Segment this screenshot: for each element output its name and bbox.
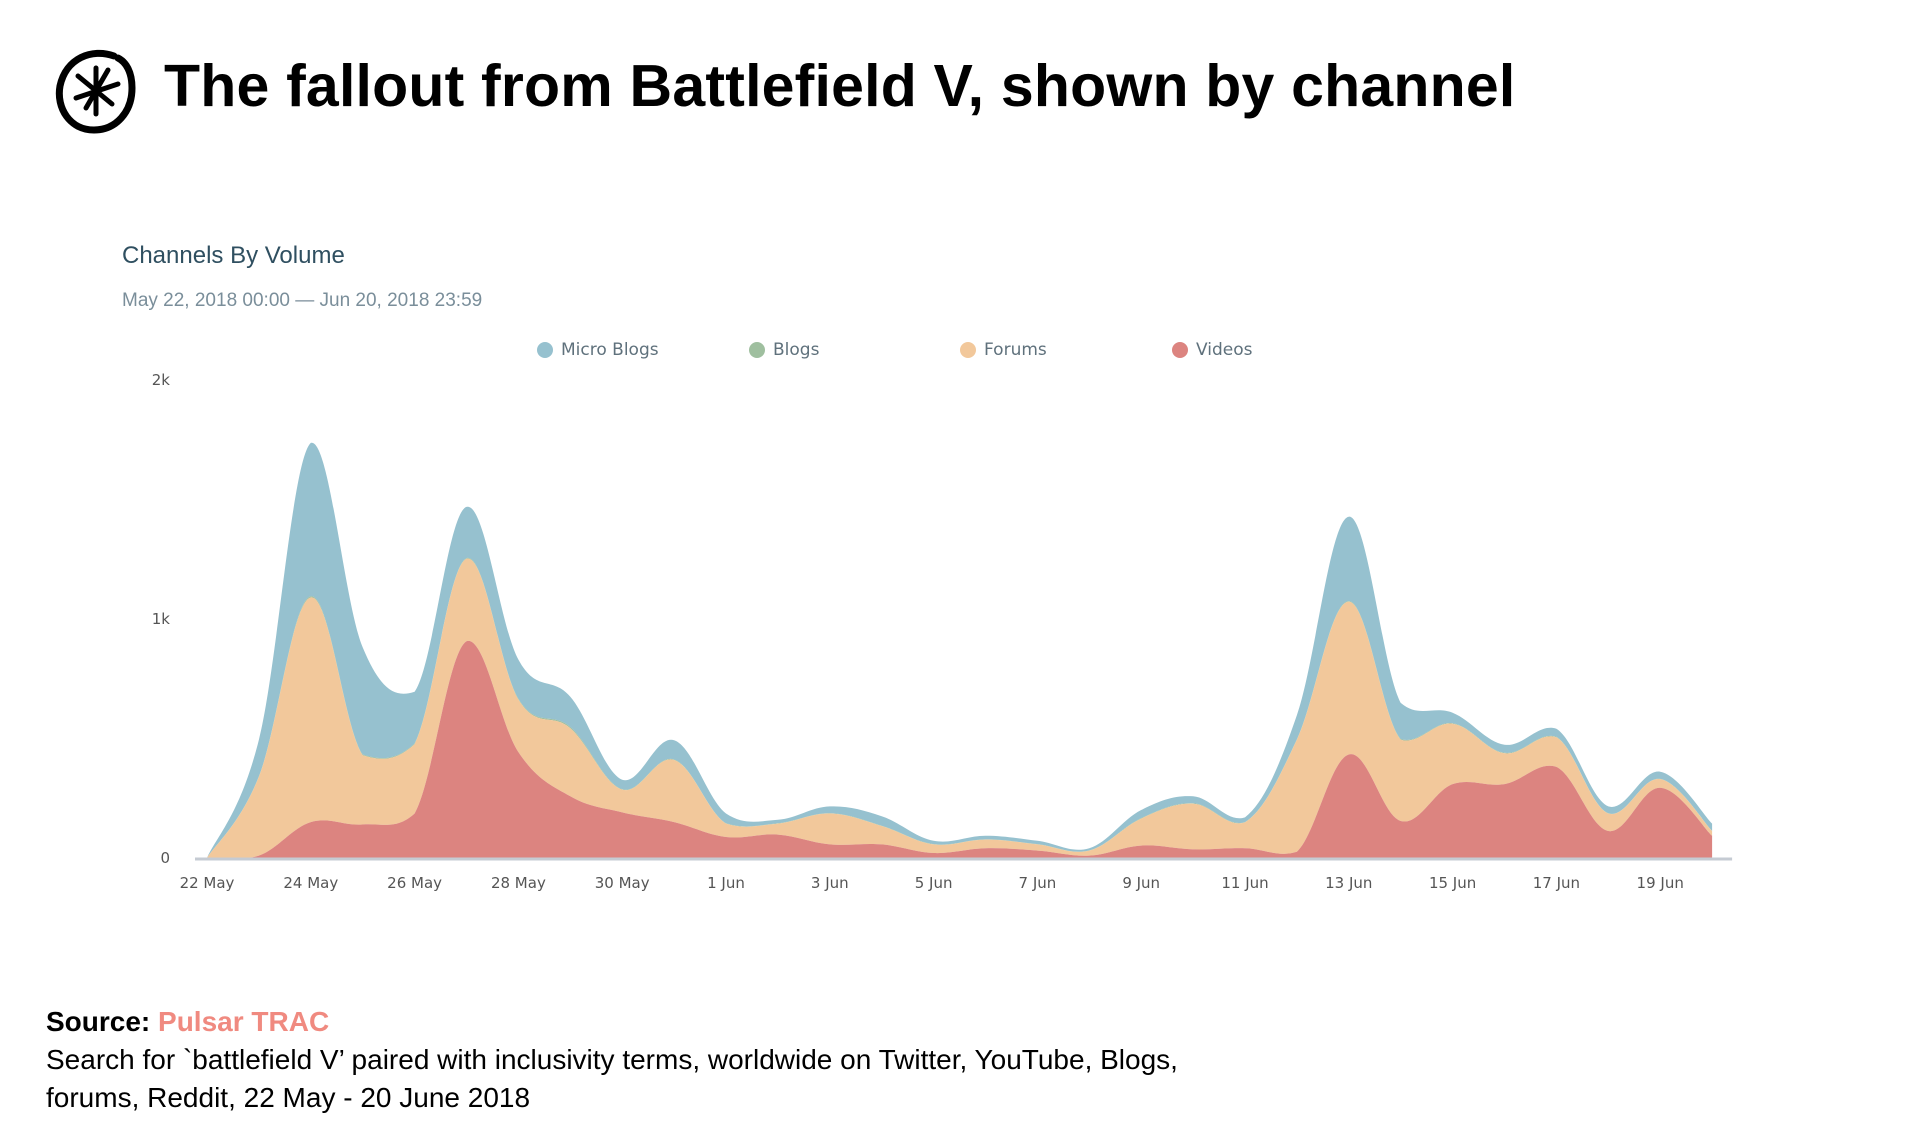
page-title: The fallout from Battlefield V, shown by…: [164, 53, 1516, 119]
x-tick-label: 30 May: [595, 874, 650, 892]
source-link[interactable]: Pulsar TRAC: [158, 1006, 330, 1037]
x-tick-label: 17 Jun: [1533, 874, 1580, 892]
x-tick-label: 5 Jun: [915, 874, 953, 892]
legend-label: Forums: [984, 340, 1047, 360]
y-tick-label: 2k: [152, 371, 171, 389]
area-videos: [207, 640, 1713, 860]
source-description-line-2: forums, Reddit, 22 May - 20 June 2018: [46, 1082, 531, 1113]
chart-date-range: May 22, 2018 00:00 — Jun 20, 2018 23:59: [122, 290, 483, 311]
x-tick-label: 13 Jun: [1325, 874, 1372, 892]
series-areas: [207, 442, 1713, 860]
asterisk-circle-logo-icon: [55, 49, 136, 134]
legend-label: Videos: [1196, 340, 1253, 360]
x-axis-ticks: 22 May 24 May 26 May 28 May 30 May 1 Jun 3 Jun…: [180, 874, 1684, 892]
legend-item-forums[interactable]: Forums: [960, 340, 1047, 360]
legend-dot-icon: [1172, 342, 1188, 358]
legend-label: Micro Blogs: [561, 340, 659, 360]
x-tick-label: 24 May: [283, 874, 338, 892]
y-tick-label: 1k: [152, 610, 171, 628]
area-forums: [207, 558, 1713, 860]
source-note: Source: Pulsar TRAC Search for `battlefi…: [46, 1003, 1178, 1117]
legend-item-blogs[interactable]: Blogs: [749, 340, 819, 360]
legend-dot-icon: [749, 342, 765, 358]
x-tick-label: 19 Jun: [1637, 874, 1684, 892]
legend-item-micro-blogs[interactable]: Micro Blogs: [537, 340, 659, 360]
x-tick-label: 11 Jun: [1221, 874, 1268, 892]
x-tick-label: 26 May: [387, 874, 442, 892]
x-tick-label: 9 Jun: [1122, 874, 1160, 892]
legend-item-videos[interactable]: Videos: [1172, 340, 1253, 360]
y-axis-ticks: 0 1k 2k: [152, 371, 171, 867]
x-tick-label: 7 Jun: [1019, 874, 1057, 892]
area-micro-blogs: [207, 442, 1713, 858]
source-description-line-1: Search for `battlefield V’ paired with i…: [46, 1044, 1178, 1075]
source-label: Source:: [46, 1006, 151, 1037]
x-tick-label: 3 Jun: [811, 874, 849, 892]
legend-dot-icon: [960, 342, 976, 358]
legend-dot-icon: [537, 342, 553, 358]
chart-legend: Micro Blogs Blogs Forums Videos: [0, 340, 1912, 364]
x-tick-label: 22 May: [180, 874, 235, 892]
x-tick-label: 28 May: [491, 874, 546, 892]
x-tick-label: 15 Jun: [1429, 874, 1476, 892]
x-tick-label: 1 Jun: [707, 874, 745, 892]
legend-label: Blogs: [773, 340, 820, 360]
chart-title: Channels By Volume: [122, 242, 345, 269]
y-tick-label: 0: [160, 849, 170, 867]
